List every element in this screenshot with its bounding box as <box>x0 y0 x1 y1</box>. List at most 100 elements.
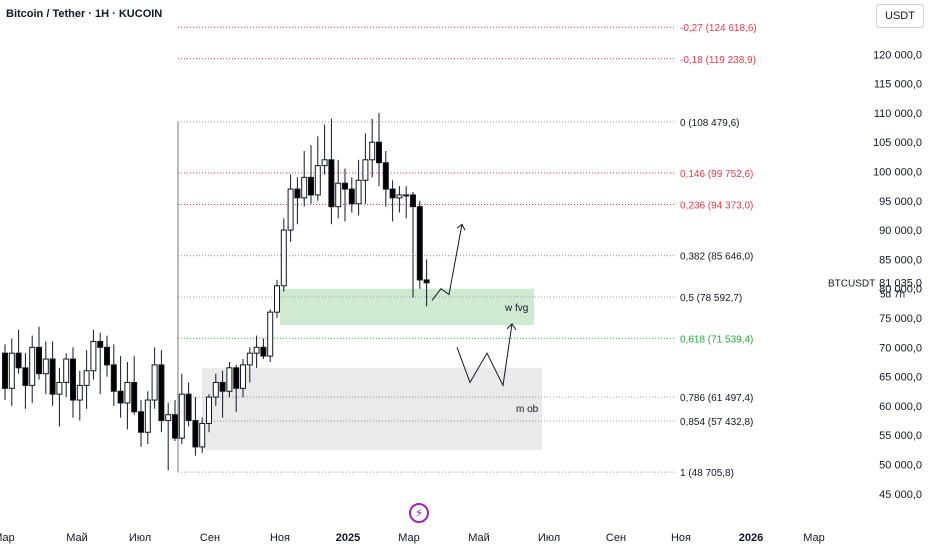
time-axis[interactable]: Мар Май Июл Сен Ноя 2025 Мар Май Июл Сен Ноя 2026 Ма… <box>0 532 825 544</box>
candle-body <box>376 141 382 164</box>
price-tick-label: 105 000,0 <box>873 137 922 149</box>
candle-body <box>348 188 355 205</box>
fib-label: -0,18 (119 238,9) <box>680 55 756 66</box>
candle-body <box>110 364 117 392</box>
candle-body <box>355 179 362 205</box>
price-tick-label: 85 000,0 <box>879 254 922 266</box>
lightning-icon[interactable]: ⚡ <box>409 503 429 523</box>
price-tick-label: 80 000,0 <box>879 284 922 296</box>
fib-label: 0,786 (61 497,4) <box>680 393 753 404</box>
fib-levels-layer: -0,27 (124 618,6) -0,18 (119 238,9) 0 (108… <box>177 23 757 479</box>
arrow-head-up <box>456 223 466 231</box>
projection-path-w <box>456 323 513 388</box>
price-tick-label: 90 000,0 <box>879 225 922 237</box>
candle-body <box>70 358 76 401</box>
candle-body <box>192 420 199 448</box>
fib-label: 0,5 (78 592,7) <box>680 293 742 304</box>
candle-body <box>267 311 274 357</box>
fib-label: 0,854 (57 432,8) <box>680 417 753 428</box>
candle-body <box>97 340 104 348</box>
time-tick-label: Мар <box>398 532 420 544</box>
fib-label: 0,618 (71 539,4) <box>680 334 753 345</box>
time-tick-label: Июл <box>538 532 560 544</box>
candle-body <box>280 229 287 287</box>
candle-body <box>314 165 321 196</box>
candle-body <box>63 358 70 383</box>
candle-body <box>328 159 335 208</box>
candle-body <box>76 384 83 401</box>
candle-body <box>382 162 389 190</box>
fib-label: 0,236 (94 373,0) <box>680 200 753 211</box>
fib-label: 0 (108 479,6) <box>680 118 740 129</box>
fib-label: 1 (48 705,8) <box>680 468 734 479</box>
time-tick-label: Мар <box>0 532 15 544</box>
time-tick-label: Июл <box>129 532 151 544</box>
time-tick-label: Май <box>468 532 490 544</box>
time-tick-label: Сен <box>606 532 626 544</box>
candle-body <box>287 188 294 231</box>
candle-body <box>301 176 308 199</box>
candle-body <box>362 159 369 181</box>
price-tick-label: 50 000,0 <box>879 460 922 472</box>
candle-body <box>403 194 410 197</box>
annotations-layer <box>431 223 517 388</box>
chart-title: Bitcoin / Tether · 1H · KUCOIN <box>6 8 163 20</box>
candle-body <box>131 381 138 413</box>
candle-body <box>416 206 423 281</box>
zone-0 <box>280 288 534 326</box>
fib-label: 0,382 (85 646,0) <box>680 252 753 263</box>
candle-body <box>144 399 151 433</box>
candle-body <box>253 346 260 354</box>
price-tick-label: 70 000,0 <box>879 342 922 354</box>
price-tick-label: 95 000,0 <box>879 196 922 208</box>
time-tick-label: 2025 <box>336 532 360 544</box>
candle-body <box>335 182 342 208</box>
time-tick-label: 2026 <box>739 532 763 544</box>
zone-1 <box>202 367 542 450</box>
zones-layer: w fvg m ob <box>202 288 542 450</box>
candle-body <box>219 381 226 392</box>
candle-body <box>389 188 396 199</box>
candle-body <box>369 141 376 161</box>
candle-body <box>185 393 192 422</box>
candle-body <box>56 381 63 395</box>
candle-body <box>90 340 97 372</box>
candle-body <box>178 393 185 439</box>
candle-body <box>83 370 90 386</box>
candle-body <box>151 364 158 401</box>
fib-label: 0,146 (99 752,6) <box>680 169 753 180</box>
candle-body <box>172 414 178 439</box>
candle-body <box>260 346 267 357</box>
candle-body <box>104 346 110 366</box>
price-tick-label: 120 000,0 <box>873 49 922 61</box>
last-price-label: 81 035,0 <box>879 278 922 290</box>
price-axis[interactable]: 45 000,0 50 000,0 55 000,0 60 000,0 65 000,0… <box>828 49 922 501</box>
time-tick-label: Ноя <box>270 532 290 544</box>
candle-body <box>206 396 212 424</box>
arrow-head-w <box>506 323 517 331</box>
symbol-label: BTCUSDT <box>828 279 875 290</box>
candles-layer <box>2 112 430 471</box>
candle-body <box>36 346 42 375</box>
time-tick-label: Мар <box>803 532 825 544</box>
price-tick-label: 55 000,0 <box>879 430 922 442</box>
zone-label: w fvg <box>504 303 528 314</box>
currency-selector[interactable]: USDT <box>876 4 924 28</box>
candle-body <box>22 367 29 386</box>
candle-body <box>2 352 8 389</box>
time-tick-label: Ноя <box>671 532 691 544</box>
candle-body <box>49 358 56 395</box>
price-tick-label: 75 000,0 <box>879 313 922 325</box>
countdown-label: 5d 7h <box>880 290 905 301</box>
projection-path-up <box>431 224 463 301</box>
fib-label: -0,27 (124 618,6) <box>680 23 757 34</box>
candle-body <box>274 285 280 313</box>
candle-body <box>117 390 124 404</box>
candle-body <box>165 414 172 422</box>
candle-body <box>233 367 240 389</box>
price-tick-label: 60 000,0 <box>879 401 922 413</box>
candle-body <box>226 367 233 392</box>
candle-body <box>294 188 301 199</box>
